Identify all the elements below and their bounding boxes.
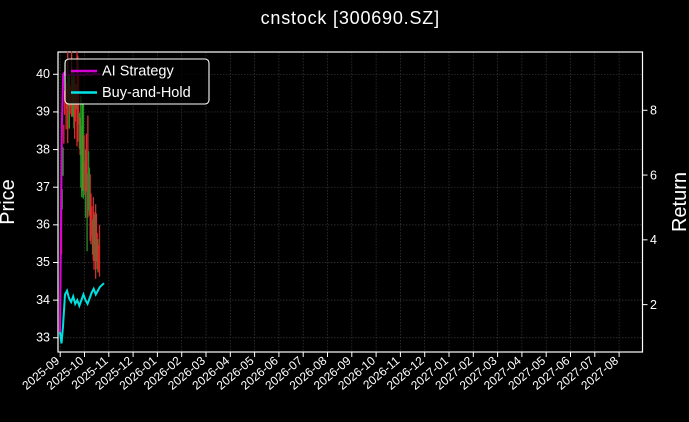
svg-text:Price: Price xyxy=(0,179,19,225)
svg-text:39: 39 xyxy=(36,105,50,119)
svg-text:35: 35 xyxy=(36,255,50,269)
svg-text:Return: Return xyxy=(669,172,689,232)
svg-text:38: 38 xyxy=(36,142,50,156)
svg-text:40: 40 xyxy=(36,67,50,81)
svg-text:8: 8 xyxy=(650,104,657,118)
svg-text:Buy-and-Hold: Buy-and-Hold xyxy=(102,85,191,101)
svg-text:2: 2 xyxy=(650,298,657,312)
svg-text:AI Strategy: AI Strategy xyxy=(102,64,174,80)
svg-text:34: 34 xyxy=(36,293,50,307)
svg-text:4: 4 xyxy=(650,233,657,247)
svg-text:37: 37 xyxy=(36,180,50,194)
svg-text:36: 36 xyxy=(36,218,50,232)
svg-text:6: 6 xyxy=(650,168,657,182)
svg-text:33: 33 xyxy=(36,331,50,345)
